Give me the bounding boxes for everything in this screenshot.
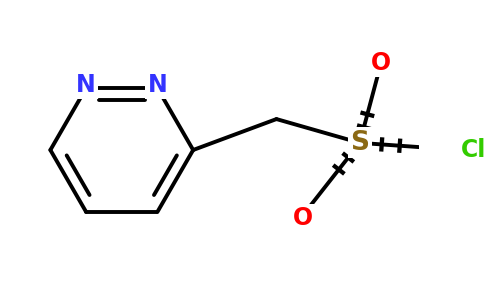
- Text: N: N: [76, 73, 96, 97]
- Text: O: O: [292, 206, 313, 230]
- Text: Cl: Cl: [461, 138, 484, 162]
- Text: S: S: [350, 130, 369, 156]
- Text: S: S: [350, 130, 369, 156]
- Text: N: N: [148, 73, 167, 97]
- Text: O: O: [371, 51, 391, 75]
